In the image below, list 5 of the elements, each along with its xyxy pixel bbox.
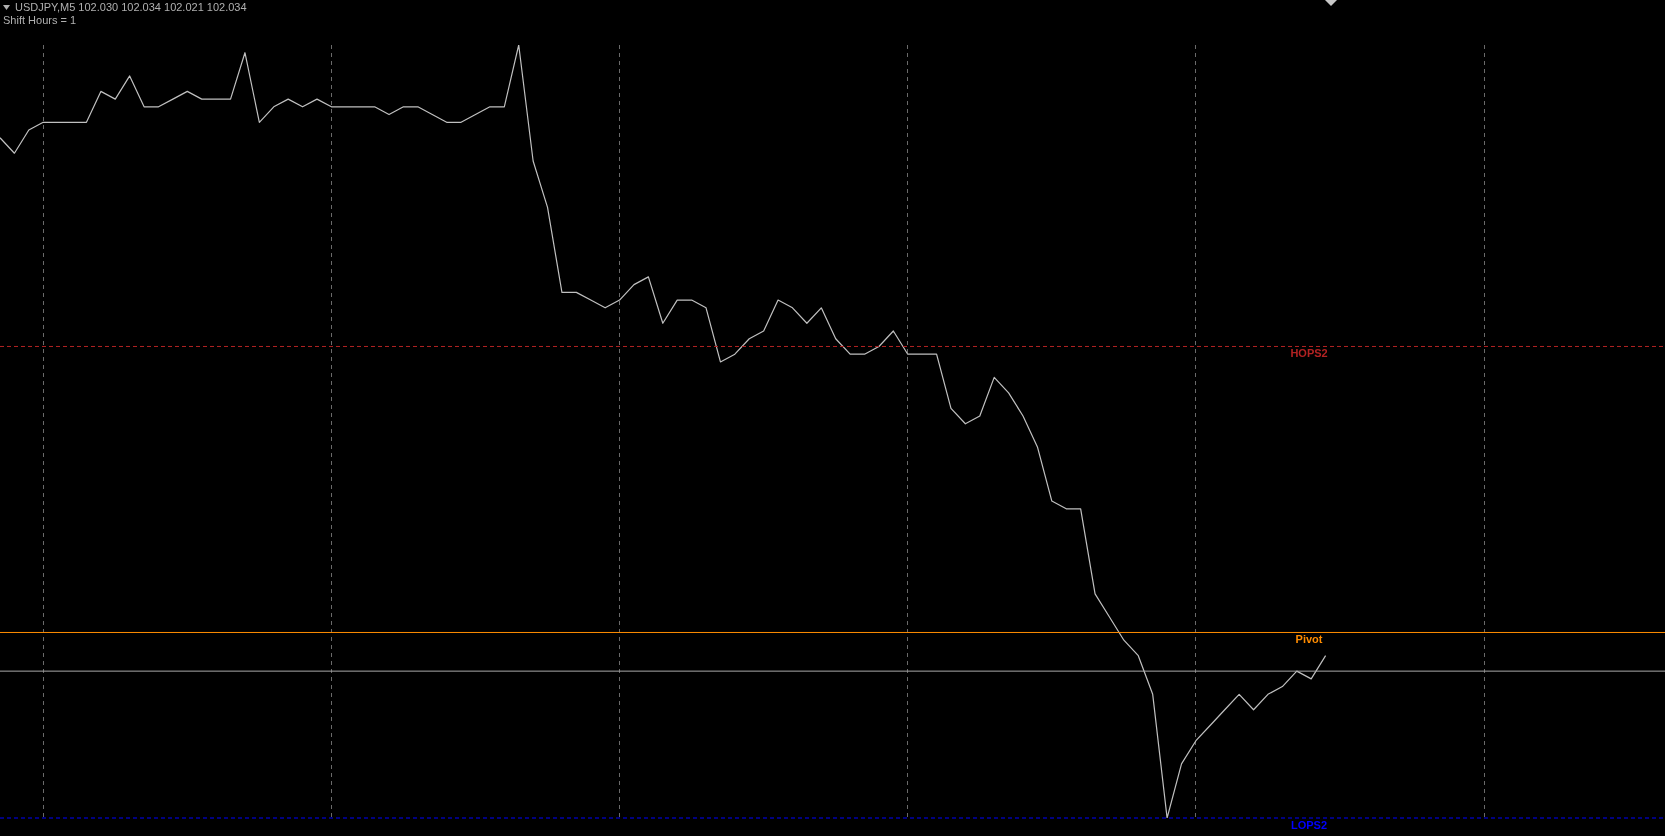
- ref-line-label: HOPS2: [1290, 347, 1328, 359]
- chart-title: USDJPY,M5 102.030 102.034 102.021 102.034: [15, 1, 247, 14]
- ref-line-label: LOPS2: [1290, 818, 1328, 831]
- chart-subtitle: Shift Hours = 1: [3, 14, 77, 27]
- ref-line-label: Pivot: [1295, 633, 1323, 646]
